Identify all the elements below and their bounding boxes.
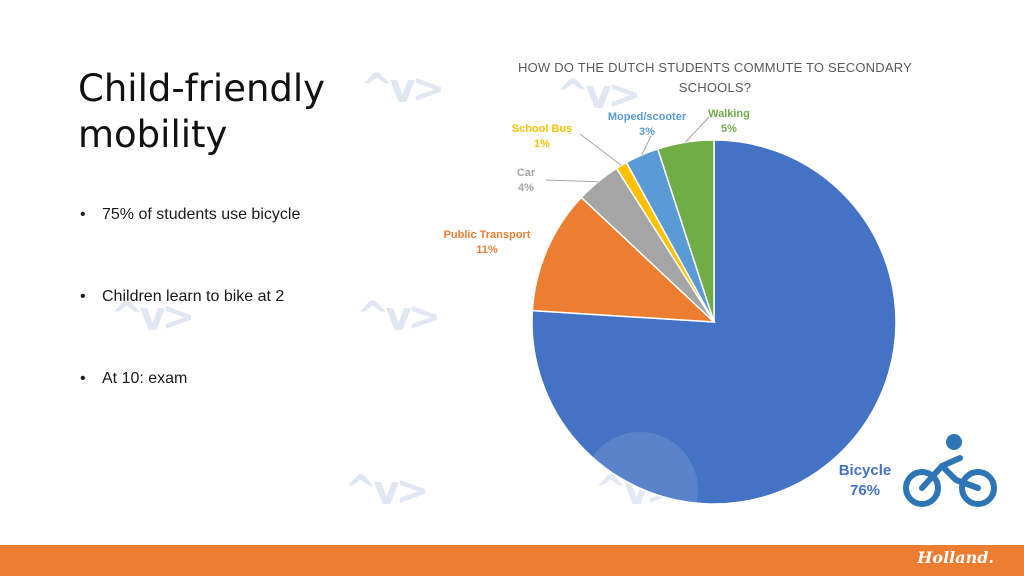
chart-title-line2: SCHOOLS?: [678, 80, 752, 95]
slide-title: Child-friendly mobility: [78, 66, 418, 158]
footer-bar: [0, 545, 1024, 576]
slice-label: Bicycle: [839, 462, 892, 479]
leader-line: [685, 116, 710, 143]
slice-label: Walking: [708, 108, 750, 120]
slice-value-label: 3%: [639, 126, 655, 138]
slice-value-label: 11%: [476, 244, 498, 256]
slice-label: Moped/scooter: [608, 111, 687, 123]
watermark-logo: ^v>: [344, 468, 429, 514]
pie-slice-walking: [656, 139, 715, 323]
leader-line: [641, 135, 652, 156]
slice-label: Car: [517, 167, 536, 179]
bullet-item: 75% of students use bicycle: [80, 206, 300, 224]
slice-value-label: 1%: [534, 138, 550, 150]
watermark-logo: ^v>: [360, 66, 445, 112]
pie-slice-public-transport: [531, 196, 717, 323]
leader-line: [579, 133, 622, 166]
holland-logo: Holland.: [917, 548, 994, 567]
leader-line: [545, 179, 599, 183]
pie-slice-bicycle: [531, 139, 897, 505]
slice-label: School Bus: [512, 123, 573, 135]
watermark-logo: ^v>: [110, 294, 195, 340]
slide-title-line2: mobility: [78, 113, 228, 156]
bullet-list: 75% of students use bicycle Children lea…: [80, 206, 300, 388]
watermark-circle: [582, 432, 698, 548]
slice-value-label: 76%: [850, 482, 880, 499]
chart-title: HOW DO THE DUTCH STUDENTS COMMUTE TO SEC…: [500, 58, 930, 98]
slice-value-label: 5%: [721, 123, 737, 135]
bullet-item: Children learn to bike at 2: [80, 288, 300, 306]
watermark-logo: ^v>: [556, 72, 641, 118]
bullet-item: At 10: exam: [80, 370, 300, 388]
slide-title-line1: Child-friendly: [78, 67, 326, 110]
bicycle-icon: [903, 434, 997, 507]
chart-title-line1: HOW DO THE DUTCH STUDENTS COMMUTE TO SEC…: [518, 60, 912, 75]
watermark-logo: ^v>: [356, 294, 441, 340]
slice-label: Public Transport: [444, 229, 531, 241]
slice-value-label: 4%: [518, 182, 534, 194]
